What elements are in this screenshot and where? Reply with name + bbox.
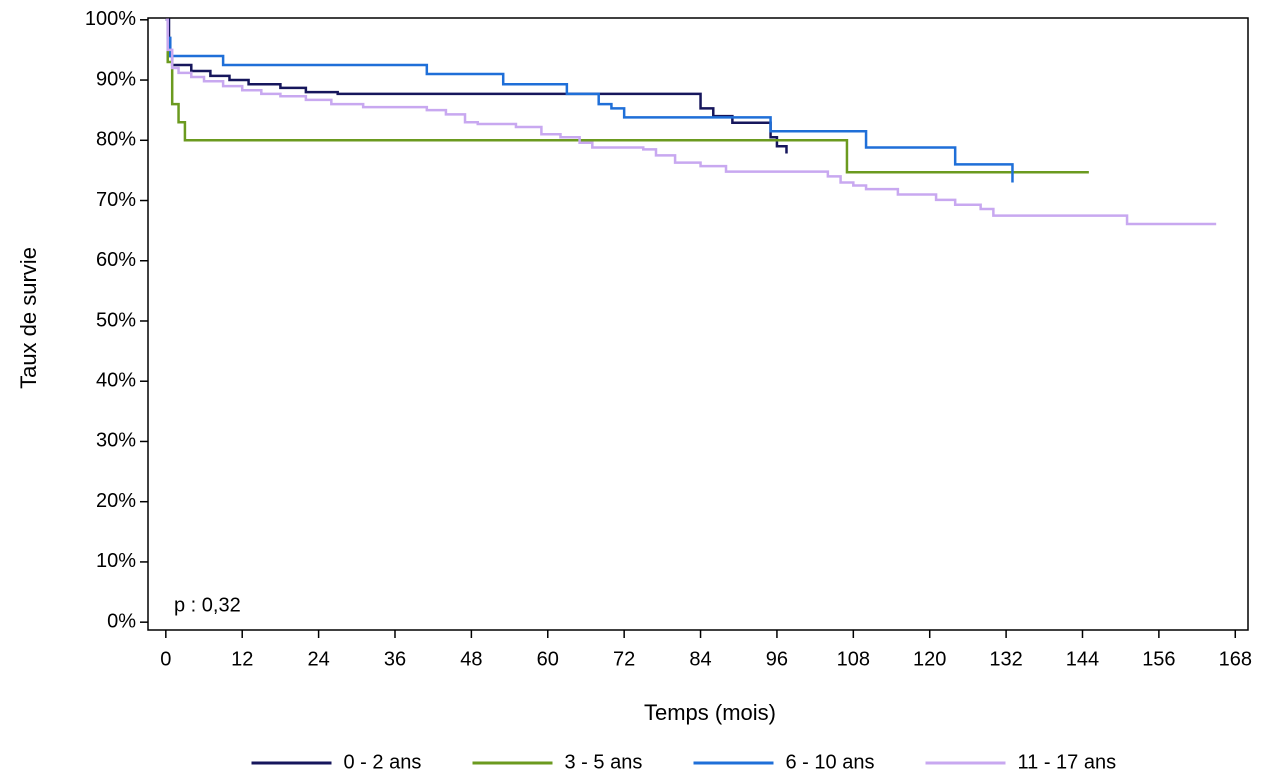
x-tick-label: 120	[913, 648, 946, 670]
annotation: p : 0,32	[174, 594, 241, 616]
plot-frame	[147, 17, 1249, 631]
x-tick-label: 108	[837, 648, 870, 670]
legend-label: 3 - 5 ans	[565, 751, 643, 773]
x-axis-label: Temps (mois)	[644, 700, 776, 725]
y-tick-label: 40%	[96, 370, 136, 392]
y-tick-label: 50%	[96, 309, 136, 331]
x-tick-label: 132	[989, 648, 1022, 670]
y-tick-label: 0%	[107, 610, 136, 632]
x-tick-label: 48	[460, 648, 482, 670]
x-tick-label: 168	[1219, 648, 1252, 670]
y-tick-label: 60%	[96, 249, 136, 271]
y-tick-label: 20%	[96, 490, 136, 512]
x-tick-label: 60	[537, 648, 559, 670]
legend-label: 11 - 17 ans	[1018, 751, 1117, 773]
survival-curve	[165, 18, 788, 154]
x-tick-label: 24	[307, 648, 329, 670]
x-tick-label: 144	[1066, 648, 1099, 670]
x-tick-label: 0	[160, 648, 171, 670]
survival-curve	[165, 18, 1089, 174]
y-axis-label: Taux de survie	[16, 247, 41, 389]
y-tick-label: 80%	[96, 129, 136, 151]
y-tick-label: 90%	[96, 68, 136, 90]
y-tick-label: 70%	[96, 189, 136, 211]
x-tick-label: 12	[231, 648, 253, 670]
survival-curve	[165, 18, 1217, 226]
x-tick-label: 72	[613, 648, 635, 670]
x-tick-label: 156	[1142, 648, 1175, 670]
x-tick-label: 96	[766, 648, 788, 670]
y-tick-label: 100%	[85, 8, 136, 30]
survival-curve	[165, 18, 1014, 183]
legend-label: 6 - 10 ans	[786, 751, 875, 773]
legend-label: 0 - 2 ans	[344, 751, 422, 773]
y-tick-label: 30%	[96, 430, 136, 452]
y-tick-label: 10%	[96, 550, 136, 572]
x-tick-label: 84	[689, 648, 711, 670]
x-tick-label: 36	[384, 648, 406, 670]
